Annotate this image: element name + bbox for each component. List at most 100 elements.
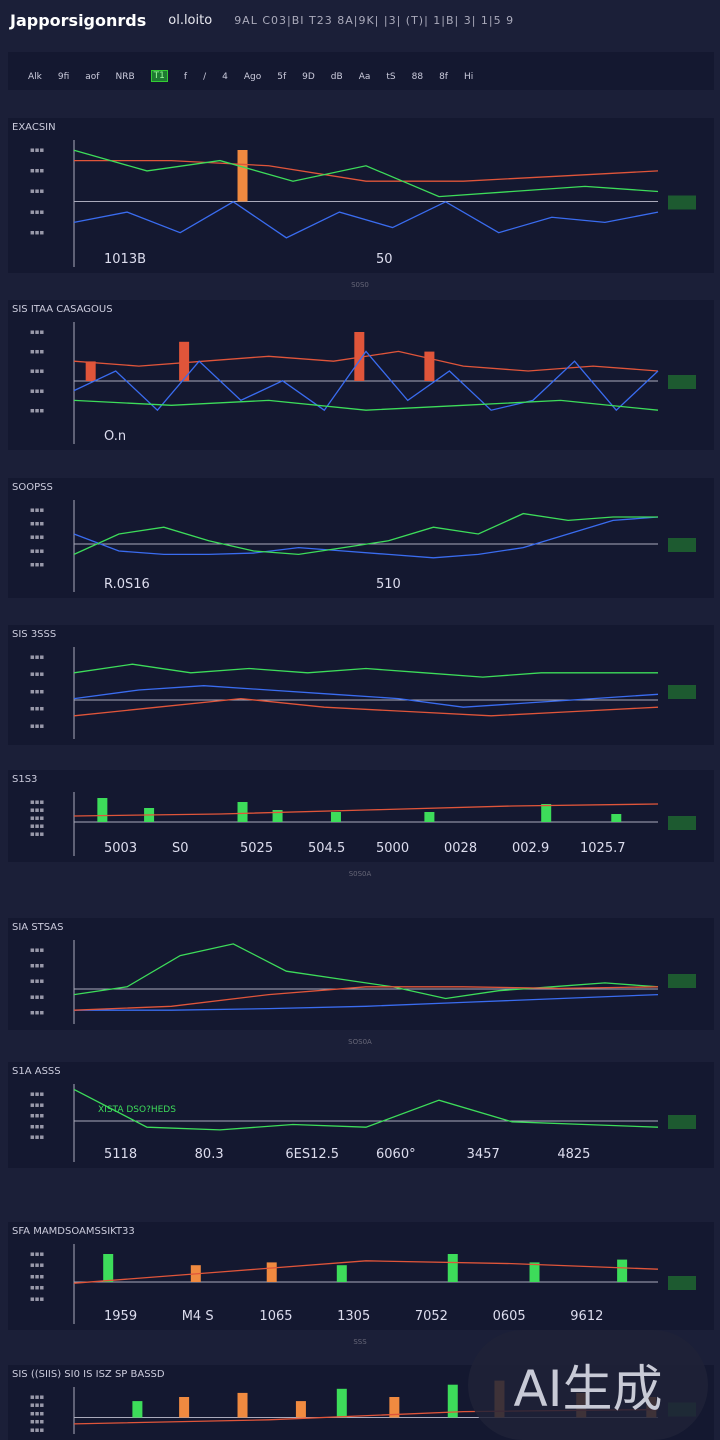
bar <box>295 1401 306 1418</box>
panel-title: SFA MAMDSOAMSSIKT33 <box>12 1226 135 1237</box>
y-tick-label: ▪▪▪ <box>30 977 44 985</box>
panel-title: S1S3 <box>12 774 38 785</box>
x-label: 510 <box>376 577 401 592</box>
legend-swatch <box>668 195 696 210</box>
x-label: 1025.7 <box>580 841 626 856</box>
toolbar-item[interactable]: T1 <box>150 70 168 82</box>
toolbar-item[interactable]: Hi <box>463 72 474 82</box>
series-line <box>73 943 659 1000</box>
x-label: 80.3 <box>195 1147 224 1162</box>
chart: ▪▪▪ ▪▪▪ ▪▪▪ ▪▪▪ ▪▪▪ O.n <box>30 322 696 444</box>
toolbar: Alk 9fi aof NRB T1 f / 4 Ago 5f 9D dB Aa tS 88 8f Hi <box>8 52 714 90</box>
y-tick-label: ▪▪▪ <box>30 1101 44 1109</box>
y-tick-label: ▪▪▪ <box>30 533 44 541</box>
breadcrumb[interactable]: 9AL C03|BI T23 8A|9K| |3| (T)| 1|B| 3| 1… <box>234 13 515 27</box>
chart: ▪▪▪ ▪▪▪ ▪▪▪ ▪▪▪ ▪▪▪ R.0S16 510 <box>30 500 696 592</box>
toolbar-item[interactable]: 88 <box>411 72 424 82</box>
toolbar-item[interactable]: 4 <box>222 72 228 82</box>
panel-caption: SOS0A <box>348 1038 372 1046</box>
series-line <box>73 986 659 1011</box>
chart: ▪▪▪▪▪▪▪▪▪▪▪▪▪▪▪5003 S0 5025 504.5 5000 0028 00… <box>30 792 696 856</box>
x-label: 7052 <box>415 1309 448 1324</box>
toolbar-item[interactable]: NRB <box>115 72 135 82</box>
axis <box>73 792 658 856</box>
y-tick-label: ▪▪▪ <box>30 1409 44 1417</box>
y-tick-label: ▪▪▪ <box>30 1112 44 1120</box>
bar <box>447 1384 458 1418</box>
y-tick-label: ▪▪▪ <box>30 962 44 970</box>
series-line <box>74 159 659 182</box>
toolbar-item[interactable]: 9D <box>302 72 315 82</box>
axis <box>73 322 658 444</box>
y-tick-label: ▪▪▪ <box>30 798 44 806</box>
y-tick-label: ▪▪▪ <box>30 946 44 954</box>
app-subtitle: ol.loito <box>168 12 213 28</box>
y-tick-label: ▪▪▪ <box>30 1401 44 1409</box>
y-tick-label: ▪▪▪ <box>30 705 44 713</box>
chart-panel: SIS ITAA CASAGOUS ▪▪▪ ▪▪▪ ▪▪▪ ▪▪▪ ▪▪▪ O.n <box>8 300 714 450</box>
y-tick-label: ▪▪▪ <box>30 1393 44 1401</box>
y-tick-label: ▪▪▪ <box>30 167 44 175</box>
chart: ▪▪▪ ▪▪▪ ▪▪▪ ▪▪▪ ▪▪▪ <box>30 647 696 739</box>
bar <box>237 150 248 202</box>
legend-swatch <box>668 375 696 389</box>
y-tick-label: ▪▪▪ <box>30 1295 44 1303</box>
chart-panel: SFA MAMDSOAMSSIKT33 ▪▪▪ ▪▪▪ ▪▪▪ ▪▪▪ ▪▪▪ 1959 M4… <box>8 1222 714 1330</box>
series-line <box>73 803 659 817</box>
bar <box>179 1397 190 1418</box>
toolbar-item[interactable]: Alk <box>28 72 42 82</box>
axis <box>73 140 658 267</box>
y-tick-label: ▪▪▪ <box>30 387 44 395</box>
series-line <box>73 516 659 559</box>
x-label: 1305 <box>337 1309 370 1324</box>
bar <box>237 1392 248 1418</box>
y-tick-label: ▪▪▪ <box>30 228 44 236</box>
y-tick-label: ▪▪▪ <box>30 560 44 568</box>
toolbar-item[interactable]: tS <box>386 72 396 82</box>
toolbar-item[interactable]: 8f <box>439 72 448 82</box>
series-line <box>73 697 659 717</box>
toolbar-item[interactable]: f <box>183 72 188 82</box>
panel-caption: S0S0 <box>351 281 369 289</box>
series-line <box>73 512 658 556</box>
legend-swatch <box>668 538 696 552</box>
series-line <box>73 350 659 372</box>
toolbar-item[interactable]: 9fi <box>57 72 70 82</box>
x-label: 5003 <box>104 841 137 856</box>
toolbar-item[interactable]: Aa <box>358 72 371 82</box>
x-label: 0028 <box>444 841 477 856</box>
bar <box>541 804 552 822</box>
x-label: 9612 <box>570 1309 603 1324</box>
bar <box>336 1388 347 1418</box>
x-label: 5118 <box>104 1147 137 1162</box>
series-line <box>73 685 659 708</box>
chart: ▪▪▪ ▪▪▪ ▪▪▪ ▪▪▪ ▪▪▪ 1959 M4 S 1065 1305 7052 0605 9… <box>30 1244 696 1324</box>
app-brand: Japporsigonrds <box>10 10 147 30</box>
toolbar-item[interactable]: Ago <box>243 72 262 82</box>
panel-title: EXACSIN <box>12 122 56 133</box>
legend-swatch <box>668 816 696 830</box>
chart-panel: SOOPSS ▪▪▪ ▪▪▪ ▪▪▪ ▪▪▪ ▪▪▪ R.0S16 510 <box>8 478 714 598</box>
toolbar-item[interactable]: / <box>203 72 207 82</box>
axis <box>73 647 658 739</box>
panel-title: SOOPSS <box>12 482 53 493</box>
y-tick-label: ▪▪▪ <box>30 367 44 375</box>
series-line <box>73 399 659 411</box>
bar <box>85 361 96 381</box>
bar <box>354 332 365 381</box>
chart-panel: SIS 3SSS ▪▪▪ ▪▪▪ ▪▪▪ ▪▪▪ ▪▪▪ <box>8 625 714 745</box>
toolbar-item[interactable]: aof <box>85 72 100 82</box>
toolbar-item[interactable]: 5f <box>277 72 287 82</box>
series-line <box>73 1088 659 1131</box>
bar <box>617 1259 628 1282</box>
bar <box>529 1262 540 1282</box>
x-label: 5025 <box>240 841 273 856</box>
bar <box>424 351 435 381</box>
toolbar-item[interactable]: dB <box>330 72 343 82</box>
series-line <box>73 663 658 678</box>
panel-title: S1A ASSS <box>12 1066 61 1077</box>
x-label: 504.5 <box>308 841 345 856</box>
annotation: XISTA DSO?HEDS <box>98 1105 176 1115</box>
x-label: 5000 <box>376 841 409 856</box>
bar <box>389 1397 400 1418</box>
